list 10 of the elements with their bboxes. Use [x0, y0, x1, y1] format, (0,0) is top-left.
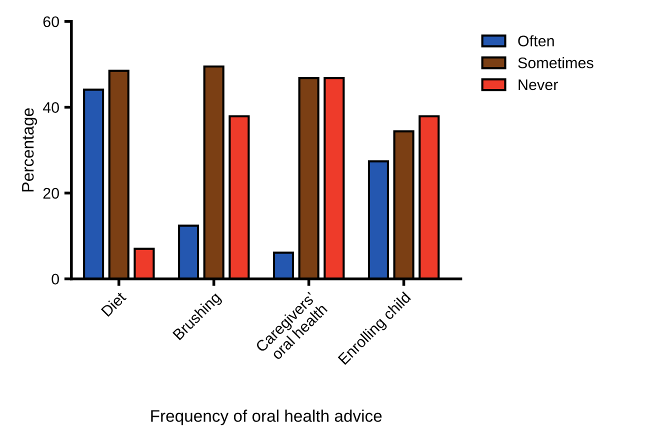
legend-label: Often: [518, 35, 554, 46]
x-tick-label: Diet: [100, 290, 127, 317]
x-axis-title: Frequency of oral health advice: [151, 410, 382, 426]
legend-label: Sometimes: [518, 57, 594, 68]
legend-label: Never: [518, 80, 558, 90]
y-tick-label: 20: [43, 188, 59, 199]
y-tick-label: 60: [43, 16, 59, 28]
y-tick-label: 0: [52, 274, 59, 285]
y-axis-title: Percentage: [22, 108, 38, 192]
y-tick-label: 40: [42, 102, 59, 113]
